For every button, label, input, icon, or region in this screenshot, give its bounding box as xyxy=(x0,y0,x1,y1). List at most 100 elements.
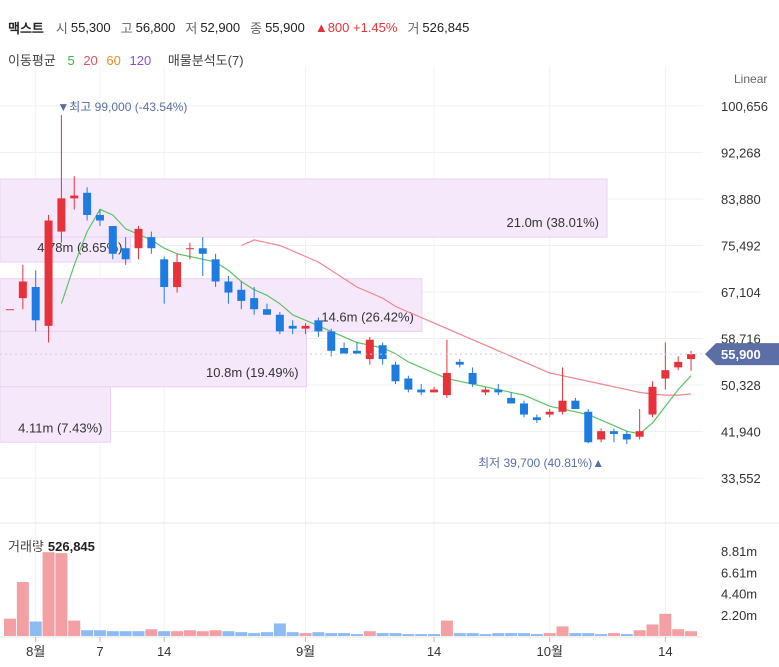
candle-body xyxy=(31,287,40,321)
time-tick-label: 8월 xyxy=(26,644,45,659)
volume-tick-label: 2.20m xyxy=(721,608,757,623)
candle-body xyxy=(121,248,130,260)
time-axis: 8월 7 14 9월 14 10월 14 xyxy=(26,637,673,659)
candle-body xyxy=(134,228,143,249)
volume-value: 526,845 xyxy=(422,19,470,35)
ma20-path xyxy=(241,239,692,396)
time-tick-label: 14 xyxy=(658,644,672,659)
volume-bar xyxy=(145,629,158,636)
volume-profile-label: 4.78m (8.65%) xyxy=(37,240,122,255)
volume-bar xyxy=(633,630,646,636)
low-price-marker: 최저 39,700 (40.81%)▲ xyxy=(478,456,604,470)
volume-profile-toggle[interactable]: 매물분석도(7) xyxy=(167,53,244,68)
candle-body xyxy=(263,309,271,315)
candle-body xyxy=(237,289,246,301)
change-value: ▲800 +1.45% xyxy=(314,19,398,35)
ma-period-5[interactable]: 5 xyxy=(67,53,75,68)
candle-body xyxy=(275,314,284,332)
candle-body xyxy=(147,237,156,249)
price-tick-label: 67,104 xyxy=(721,285,761,300)
ma-period-60[interactable]: 60 xyxy=(106,53,121,68)
volume-bar xyxy=(453,633,466,636)
volume-bar xyxy=(466,633,479,636)
volume-bar xyxy=(196,631,209,636)
scale-label[interactable]: Linear xyxy=(734,72,767,86)
volume-panel-label: 거래량 xyxy=(8,539,44,554)
candle-body xyxy=(173,262,182,288)
candle-body xyxy=(198,248,207,254)
candle-body xyxy=(108,226,117,254)
volume-bar xyxy=(595,634,608,636)
volume-bar xyxy=(376,633,389,636)
low-label: 저 xyxy=(185,20,198,36)
candle-body xyxy=(609,431,618,434)
price-tick-label: 41,940 xyxy=(721,425,761,440)
volume-bar xyxy=(672,629,685,636)
candle-body xyxy=(507,397,516,404)
candle-body xyxy=(185,248,194,250)
candle-body xyxy=(327,331,336,351)
volume-bar xyxy=(261,632,273,636)
candle-body xyxy=(648,386,657,415)
candle-body xyxy=(468,372,477,385)
ma-period-20[interactable]: 20 xyxy=(83,53,98,68)
candle-body xyxy=(674,361,683,368)
volume-bar xyxy=(325,633,338,636)
candle-body xyxy=(83,192,92,215)
ma-period-120[interactable]: 120 xyxy=(129,53,152,68)
candle-body xyxy=(365,339,374,360)
candle-body xyxy=(545,411,554,415)
volume-profile-bar xyxy=(0,236,132,263)
volume-bar xyxy=(119,631,132,636)
time-tick-label: 10월 xyxy=(536,644,562,659)
volume-bar xyxy=(81,630,94,636)
volume-bar xyxy=(132,631,145,636)
volume-bar xyxy=(338,633,351,636)
volume-bar xyxy=(518,633,530,636)
time-tick-label: 14 xyxy=(157,644,171,659)
candle-body xyxy=(301,325,310,329)
volume-profile-label: 14.6m (26.42%) xyxy=(321,309,414,324)
ma-legend: 이동평균 5 20 60 120 매물분석도(7) xyxy=(8,50,249,69)
high-price-marker: ▼최고 99,000 (-43.54%) xyxy=(57,100,187,114)
volume-tick-label: 4.40m xyxy=(721,587,757,602)
volume-tick-label: 8.81m xyxy=(721,544,757,559)
time-tick-label: 14 xyxy=(427,644,441,659)
volume-bar xyxy=(29,621,42,636)
volume-profile-bar xyxy=(0,386,111,443)
candle-body xyxy=(224,281,233,293)
volume-profile-label: 21.0m (38.01%) xyxy=(507,215,600,230)
volume-bar xyxy=(530,634,543,636)
volume-bar xyxy=(209,630,222,636)
candle-body xyxy=(417,389,426,393)
price-tick-label: 100,656 xyxy=(721,99,768,114)
volume-bar xyxy=(556,626,569,636)
price-tick-label: 58,716 xyxy=(721,332,761,347)
volume-panel-title: 거래량 526,845 xyxy=(8,536,95,555)
candle-body xyxy=(44,220,53,326)
candle-body xyxy=(250,298,259,310)
candle-body xyxy=(661,370,670,379)
candle-body xyxy=(391,364,400,382)
volume-bar xyxy=(543,633,556,636)
volume-bar xyxy=(222,631,235,636)
ma20-line xyxy=(241,239,692,396)
volume-bar xyxy=(685,631,698,636)
volume-profile-label: 4.11m (7.43%) xyxy=(18,420,102,435)
volume-bar xyxy=(440,620,453,636)
volume-bar xyxy=(286,632,299,636)
price-markers: ▼최고 99,000 (-43.54%) 최저 39,700 (40.81%)▲ 5… xyxy=(0,100,779,470)
candle-body xyxy=(211,259,220,282)
candle-body xyxy=(6,309,14,311)
close-label: 종 xyxy=(250,20,263,36)
candle-body xyxy=(95,214,104,221)
candle-body xyxy=(430,389,439,393)
volume-bar xyxy=(389,633,402,636)
volume-axis: 8.81m 6.61m 4.40m 2.20m xyxy=(721,544,757,623)
volume-profile-bar xyxy=(0,278,423,332)
volume-bar xyxy=(428,634,441,636)
volume-bar xyxy=(620,634,633,636)
candle-body xyxy=(532,417,541,421)
price-tick-label: 33,552 xyxy=(721,471,761,486)
